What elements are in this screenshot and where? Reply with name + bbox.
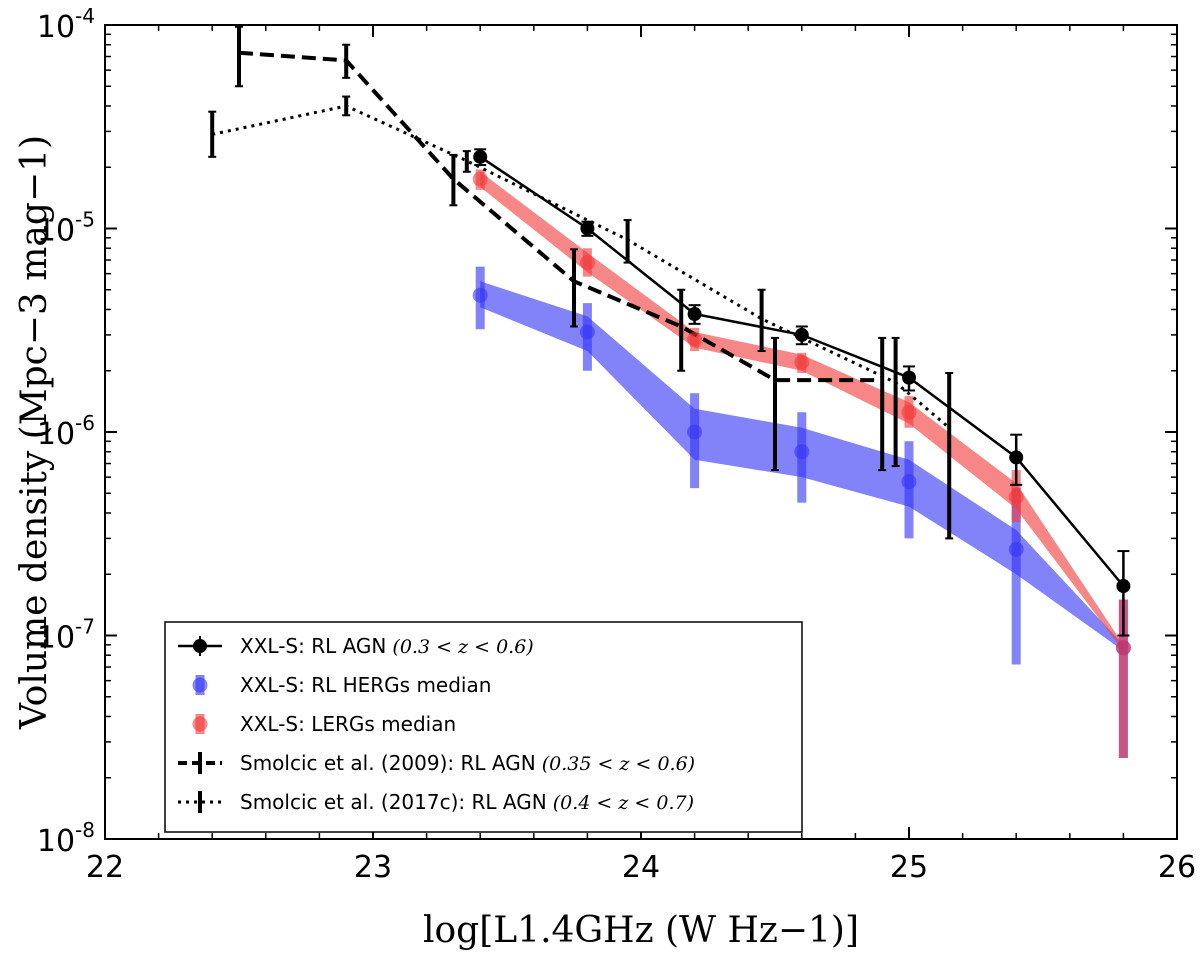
lerg_median-point [472,171,488,187]
legend-redshift-range: (0.35 < z < 0.6) [536,753,695,775]
y-axis-title: Volume density (Mpc−3 mag−1) [14,135,55,730]
y-tick-label: 10-8 [37,818,95,859]
lerg_median-point [579,255,595,271]
legend: XXL-S: RL AGN (0.3 < z < 0.6) XXL-S: RL H… [164,621,803,833]
x-tick-label: 26 [1158,850,1196,885]
legend-label: XXL-S: RL AGN [240,634,386,658]
legend-label: XXL-S: LERGs median [240,712,456,736]
lerg_median-point [901,404,917,420]
lerg_median-point [794,354,810,370]
xxl_rl_agn-point [473,149,488,164]
y-tick-exponent: -8 [75,818,95,842]
y-tick-base: 10 [37,10,75,45]
y-tick-exponent: -4 [75,4,95,28]
legend-label: Smolcic et al. (2009): RL AGN [240,751,536,775]
legend-label: Smolcic et al. (2017c): RL AGN [240,790,547,814]
legend-entry-xxl_rl_agn: XXL-S: RL AGN (0.3 < z < 0.6) [240,634,534,658]
herg_median-point [472,287,488,303]
legend-entry-lerg_median: XXL-S: LERGs median [240,712,456,736]
legend-swatch-marker [192,677,208,693]
xxl_rl_agn-point [687,307,702,322]
xxl_rl_agn-point [794,327,809,342]
y-tick-exponent: -5 [75,208,95,232]
x-axis-title: log[L1.4GHz (W Hz−1)] [423,910,859,951]
legend-swatch-marker [192,716,208,732]
lerg_median-point [1008,489,1024,505]
lerg_median-point [687,331,703,347]
y-tick-base: 10 [37,621,75,656]
xxl_rl_agn-point [1009,450,1024,465]
herg_median-point [579,324,595,340]
line-layer [211,50,1125,587]
x-tick-label: 23 [354,850,392,885]
y-tick-base: 10 [37,417,75,452]
x-tick-label: 24 [622,850,660,885]
herg_median-point [794,444,810,460]
legend-swatch-marker [193,639,207,653]
tick-layer [104,24,1178,840]
herg_median-point [1008,541,1024,557]
legend-entries: XXL-S: RL AGN (0.3 < z < 0.6) XXL-S: RL H… [240,634,695,814]
legend-swatches [178,636,222,813]
legend-entry-smolcic_2017c: Smolcic et al. (2017c): RL AGN (0.4 < z … [240,790,694,814]
xxl_rl_agn-point [1116,579,1131,594]
legend-entry-herg_median: XXL-S: RL HERGs median [240,673,491,697]
mark-layer [208,25,1131,656]
legend-redshift-range: (0.4 < z < 0.7) [547,792,694,814]
xxl_rl_agn-point [580,221,595,236]
legend-entry-smolcic_2009: Smolcic et al. (2009): RL AGN (0.35 < z … [240,751,695,775]
x-tick-label: 22 [86,850,124,885]
legend-redshift-range: (0.3 < z < 0.6) [386,636,533,658]
legend-box [164,621,803,833]
y-tick-label: 10-7 [37,615,95,656]
herg_median-point [901,474,917,490]
xxl_rl_agn-point [902,370,916,385]
legend-label: XXL-S: RL HERGs median [240,673,491,697]
x-tick-label: 25 [890,850,928,885]
y-tick-label: 10-4 [37,4,95,45]
y-tick-label: 10-6 [37,411,95,452]
y-tick-exponent: -7 [75,615,95,639]
y-tick-base: 10 [37,824,75,859]
lerg_median-point [1115,640,1131,656]
herg_median-point [687,424,703,440]
y-tick-label: 10-5 [37,208,95,249]
y-tick-exponent: -6 [75,411,95,435]
y-tick-base: 10 [37,214,75,249]
